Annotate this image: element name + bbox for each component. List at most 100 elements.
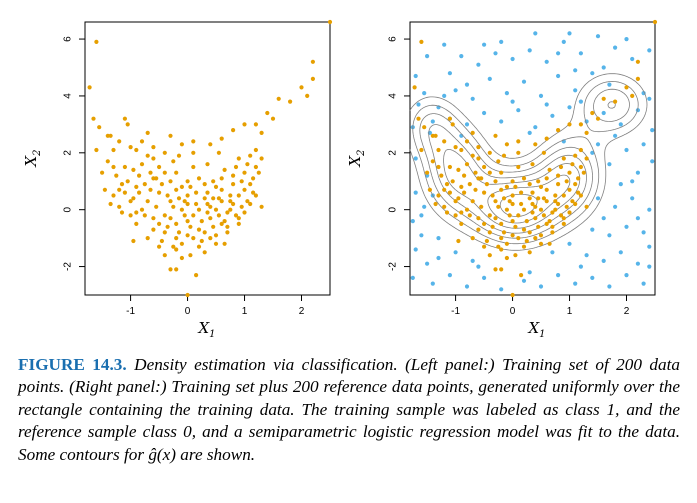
training-point — [487, 253, 492, 258]
training-point — [499, 267, 504, 272]
training-point — [199, 219, 204, 224]
training-point — [544, 199, 549, 204]
training-point — [194, 190, 199, 195]
reference-point — [453, 88, 458, 93]
x-tick-label: 2 — [624, 306, 630, 317]
training-point — [556, 201, 561, 207]
training-point — [216, 196, 221, 201]
training-point — [482, 221, 487, 226]
x-tick-label: -1 — [126, 306, 135, 317]
training-point — [205, 210, 210, 215]
training-point — [476, 145, 481, 150]
training-point — [516, 150, 521, 155]
training-point — [94, 39, 99, 45]
training-point — [516, 213, 521, 218]
reference-point — [573, 281, 578, 286]
left-y-axis-title: X2 — [22, 149, 43, 167]
training-point — [248, 153, 253, 158]
training-point — [496, 244, 501, 249]
training-point — [570, 199, 575, 204]
training-point — [105, 159, 110, 164]
training-point — [182, 199, 187, 204]
training-point — [462, 173, 467, 178]
training-point — [162, 170, 167, 175]
training-point — [219, 187, 224, 192]
training-point — [456, 196, 461, 201]
reference-point — [422, 204, 427, 209]
training-point — [165, 224, 170, 229]
reference-point — [416, 102, 421, 107]
reference-point — [595, 34, 601, 39]
training-point — [504, 207, 509, 212]
training-point — [134, 210, 139, 215]
training-point — [513, 224, 518, 229]
training-point — [179, 142, 184, 147]
training-point — [179, 255, 184, 261]
training-point — [533, 236, 538, 241]
training-point — [119, 210, 125, 215]
figure-caption: FIGURE 14.3. Density estimation via clas… — [18, 354, 680, 466]
training-point — [91, 116, 96, 121]
training-point — [536, 196, 541, 201]
right-reference-points — [410, 31, 655, 292]
training-point — [584, 130, 589, 135]
training-point — [430, 159, 435, 164]
reference-point — [590, 150, 595, 155]
training-point — [199, 238, 204, 244]
training-point — [245, 199, 250, 204]
training-point — [544, 176, 549, 181]
training-point — [154, 204, 159, 209]
training-point — [151, 216, 156, 221]
training-point — [590, 110, 595, 116]
training-point — [487, 170, 492, 175]
training-point — [145, 153, 150, 158]
training-point — [202, 250, 207, 255]
training-point — [573, 153, 578, 158]
training-point — [233, 164, 239, 170]
training-point — [239, 179, 244, 184]
reference-point — [635, 170, 641, 175]
reference-point — [613, 204, 618, 209]
training-point — [151, 145, 156, 150]
training-point — [194, 201, 199, 207]
training-point — [134, 147, 139, 153]
training-point — [442, 204, 447, 209]
reference-point — [482, 42, 487, 47]
training-point — [145, 130, 150, 135]
training-point — [248, 201, 253, 207]
training-point — [196, 227, 202, 232]
training-point — [496, 204, 501, 209]
training-point — [499, 187, 504, 192]
training-point — [176, 196, 182, 201]
training-point — [482, 244, 487, 249]
reference-point — [584, 253, 589, 258]
training-point — [256, 170, 261, 175]
caption-text: Density estimation via classification. (… — [18, 355, 680, 464]
reference-point — [624, 37, 629, 42]
x-tick-label: 1 — [242, 306, 248, 317]
training-point — [470, 199, 475, 204]
reference-point — [550, 250, 555, 255]
training-point — [211, 196, 216, 201]
training-point — [419, 147, 424, 153]
y-tick-label: -2 — [63, 262, 74, 271]
y-tick-label: 0 — [63, 206, 74, 212]
training-point — [536, 179, 541, 184]
training-point — [162, 230, 167, 235]
training-point — [519, 190, 524, 195]
training-point — [174, 236, 179, 241]
training-point — [87, 85, 92, 90]
training-point — [142, 182, 147, 187]
training-point — [122, 190, 127, 195]
training-point — [567, 122, 572, 127]
training-point — [479, 176, 484, 181]
training-point — [185, 201, 190, 207]
training-point — [504, 241, 509, 246]
reference-point — [556, 51, 561, 56]
training-point — [108, 201, 113, 207]
training-point — [527, 230, 532, 235]
reference-point — [624, 147, 629, 153]
training-point — [228, 199, 233, 204]
training-point — [613, 99, 618, 104]
training-point — [236, 216, 241, 221]
